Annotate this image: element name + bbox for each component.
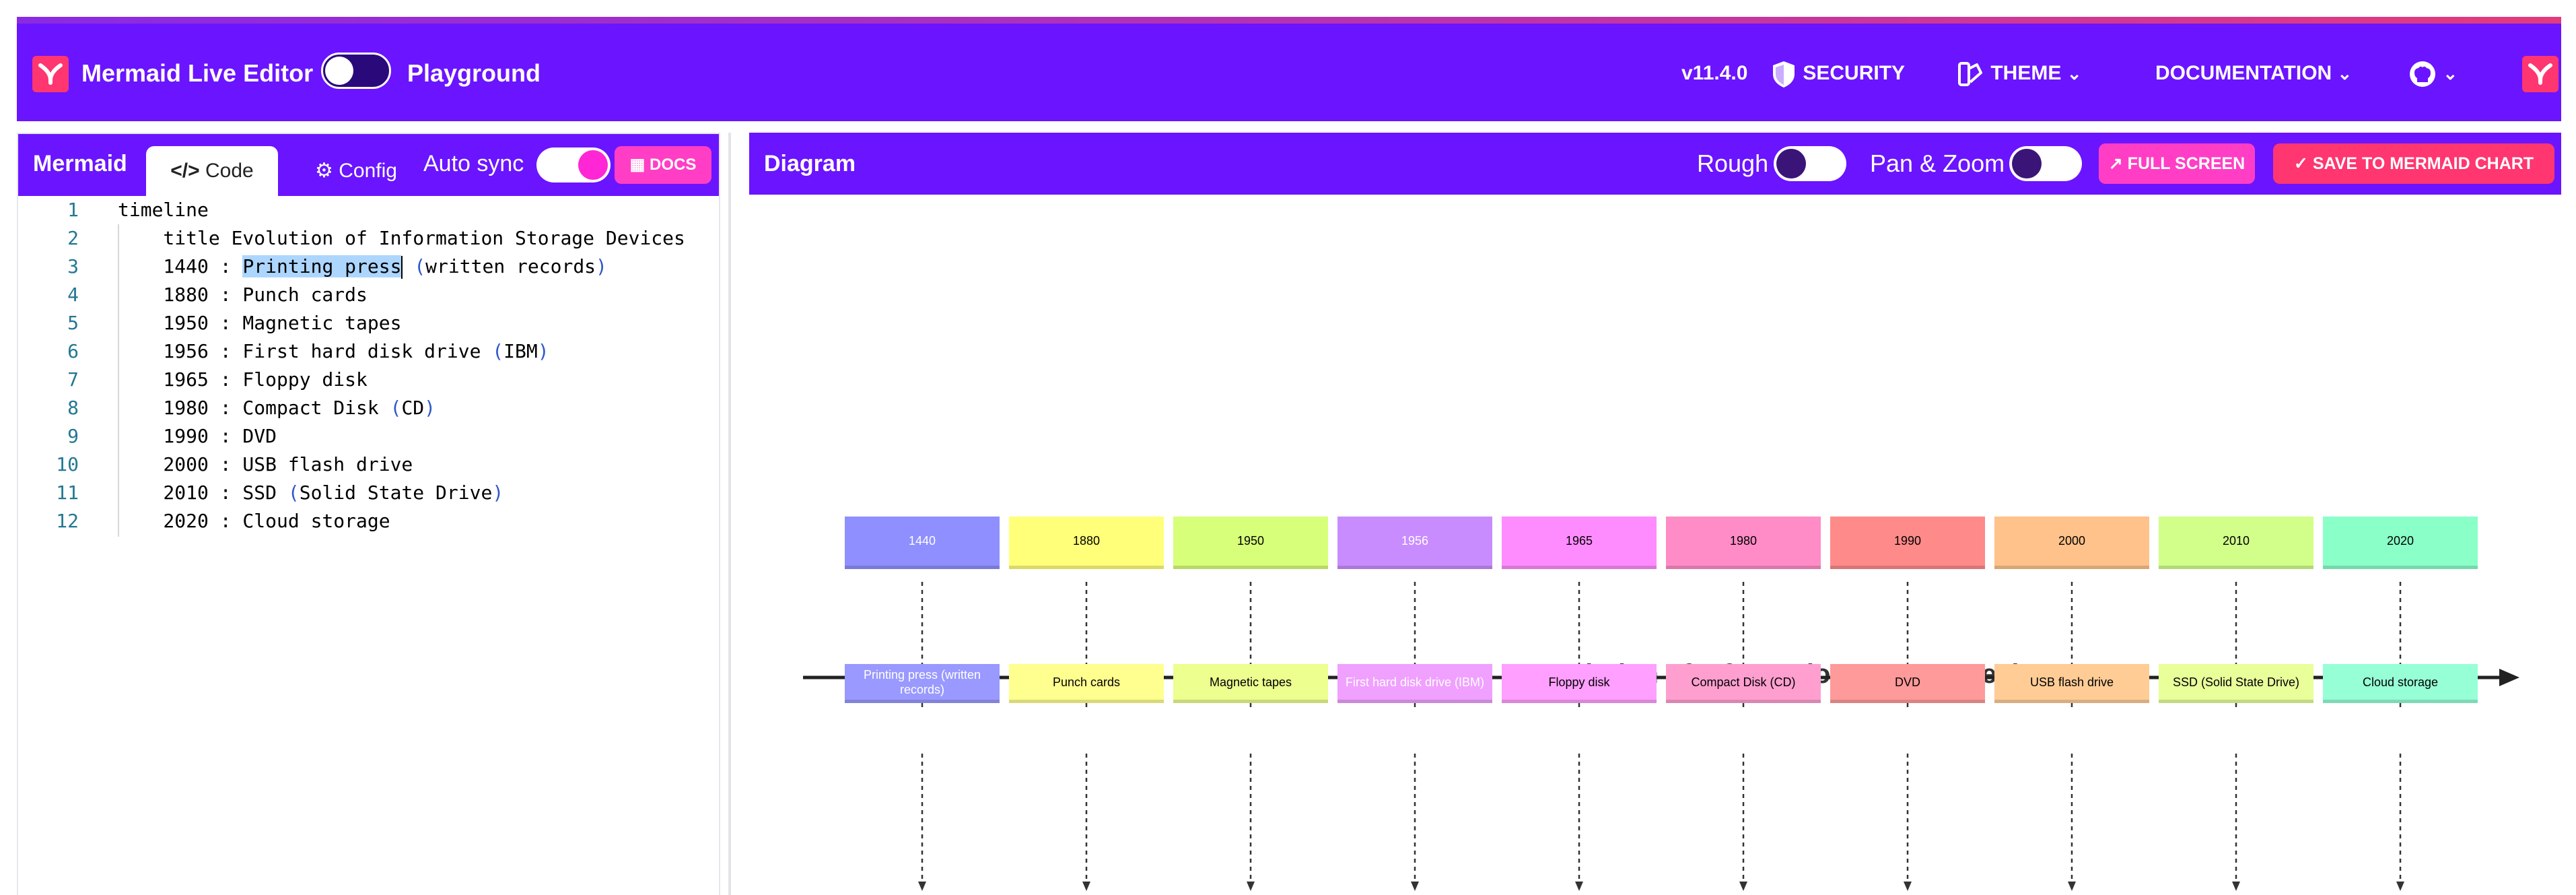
timeline-period-box: 2000 xyxy=(1994,517,2149,569)
external-link-icon: ↗ xyxy=(2108,154,2123,173)
diagram-canvas[interactable]: Evolution of Information Storage Devices… xyxy=(749,195,2561,895)
editor-panel-header: Mermaid </> Code ⚙ Config Auto sync ▦ DO… xyxy=(18,134,719,196)
security-label: SECURITY xyxy=(1803,62,1906,84)
github-icon xyxy=(2410,61,2435,88)
playground-label: Playground xyxy=(407,59,541,87)
connector-arrowhead xyxy=(1904,882,1912,891)
palette-icon xyxy=(1958,62,1982,87)
timeline-event-box: First hard disk drive (IBM) xyxy=(1337,664,1492,703)
tab-code-label: Code xyxy=(205,160,254,182)
connector-arrowhead xyxy=(1411,882,1419,891)
theme-label: THEME xyxy=(1990,62,2062,84)
documentation-label: DOCUMENTATION xyxy=(2155,62,2332,84)
accent-gradient-bar xyxy=(17,17,2561,24)
timeline-period-box: 1990 xyxy=(1830,517,1985,569)
app-title[interactable]: Mermaid Live Editor xyxy=(81,59,314,87)
diagram-panel: Diagram Rough Pan & Zoom ↗ FULL SCREEN ✓… xyxy=(749,133,2561,895)
code-line-3-text: 1440 : Printing press (written records) xyxy=(118,255,607,279)
timeline-period-box: 1965 xyxy=(1502,517,1657,569)
editor-panel: Mermaid </> Code ⚙ Config Auto sync ▦ DO… xyxy=(17,133,720,895)
pan-zoom-label: Pan & Zoom xyxy=(1870,150,2005,177)
connector-arrowhead xyxy=(918,882,926,891)
connector-arrowhead xyxy=(1247,882,1255,891)
documentation-menu[interactable]: DOCUMENTATION ⌄ xyxy=(2155,57,2352,90)
timeline-period-box: 1980 xyxy=(1666,517,1821,569)
timeline-arrowhead xyxy=(2499,669,2519,686)
chevron-down-icon: ⌄ xyxy=(2337,63,2353,84)
github-menu[interactable]: ⌄ xyxy=(2408,57,2458,90)
code-icon: </> xyxy=(170,160,200,182)
auto-sync-toggle[interactable] xyxy=(536,147,611,183)
indent-guide xyxy=(118,224,119,537)
full-screen-button[interactable]: ↗ FULL SCREEN xyxy=(2099,143,2255,184)
pan-zoom-toggle[interactable] xyxy=(2009,146,2082,181)
timeline-event-box: Punch cards xyxy=(1009,664,1164,703)
code-editor[interactable]: 1 timeline 2 title Evolution of Informati… xyxy=(18,196,719,895)
theme-menu[interactable]: THEME ⌄ xyxy=(1955,57,2081,90)
docs-label: DOCS xyxy=(650,156,697,174)
toggle-knob xyxy=(325,57,353,85)
timeline-event-box: USB flash drive xyxy=(1994,664,2149,703)
toggle-knob xyxy=(2012,149,2042,178)
top-strip xyxy=(0,0,2576,17)
version-label: v11.4.0 xyxy=(1681,62,1748,84)
timeline-period-box: 1950 xyxy=(1173,517,1328,569)
mermaid-chart-icon: ✓ xyxy=(2293,154,2308,173)
gears-icon: ⚙ xyxy=(315,160,333,182)
panel-splitter[interactable] xyxy=(728,133,731,895)
timeline-period-box: 1880 xyxy=(1009,517,1164,569)
diagram-panel-header: Diagram Rough Pan & Zoom ↗ FULL SCREEN ✓… xyxy=(749,133,2561,195)
tab-code[interactable]: </> Code xyxy=(146,146,278,196)
timeline-period-box: 2020 xyxy=(2323,517,2478,569)
rough-toggle[interactable] xyxy=(1774,146,1846,181)
chevron-down-icon: ⌄ xyxy=(2066,63,2082,84)
timeline-event-box: Cloud storage xyxy=(2323,664,2478,703)
connector-arrowhead xyxy=(1575,882,1583,891)
toggle-knob xyxy=(1776,149,1806,178)
timeline-period-box: 2010 xyxy=(2159,517,2313,569)
mermaid-logo-icon[interactable] xyxy=(32,56,69,92)
connector-arrowhead xyxy=(2232,882,2240,891)
tab-config[interactable]: ⚙ Config xyxy=(295,146,417,196)
save-to-mermaid-chart-button[interactable]: ✓ SAVE TO MERMAID CHART xyxy=(2273,143,2554,184)
full-screen-label: FULL SCREEN xyxy=(2127,154,2246,173)
tab-config-label: Config xyxy=(339,160,397,182)
timeline-event-box: Printing press (written records) xyxy=(845,664,1000,703)
diagram-panel-title: Diagram xyxy=(764,151,856,176)
top-navbar: Mermaid Live Editor Playground v11.4.0 S… xyxy=(17,24,2561,121)
rough-label: Rough xyxy=(1697,150,1769,177)
shield-icon xyxy=(1773,61,1795,88)
security-link[interactable]: SECURITY xyxy=(1770,57,1905,90)
timeline-event-box: SSD (Solid State Drive) xyxy=(2159,664,2313,703)
playground-toggle[interactable] xyxy=(321,53,391,89)
book-icon: ▦ xyxy=(629,156,646,174)
editor-panel-title: Mermaid xyxy=(33,151,127,176)
connector-arrowhead xyxy=(1739,882,1747,891)
connector-arrowhead xyxy=(2068,882,2076,891)
chevron-down-icon: ⌄ xyxy=(2443,63,2458,84)
save-label: SAVE TO MERMAID CHART xyxy=(2312,154,2534,173)
toggle-knob xyxy=(578,150,608,180)
connector-arrowhead xyxy=(2396,882,2404,891)
timeline-event-box: Floppy disk xyxy=(1502,664,1657,703)
timeline-event-box: Compact Disk (CD) xyxy=(1666,664,1821,703)
docs-button[interactable]: ▦ DOCS xyxy=(615,146,711,184)
timeline-event-box: DVD xyxy=(1830,664,1985,703)
timeline-period-box: 1440 xyxy=(845,517,1000,569)
connector-arrowhead xyxy=(1082,882,1090,891)
timeline-event-box: Magnetic tapes xyxy=(1173,664,1328,703)
mermaid-chart-logo-icon[interactable] xyxy=(2522,56,2558,92)
auto-sync-label: Auto sync xyxy=(423,151,524,176)
timeline-period-box: 1956 xyxy=(1337,517,1492,569)
